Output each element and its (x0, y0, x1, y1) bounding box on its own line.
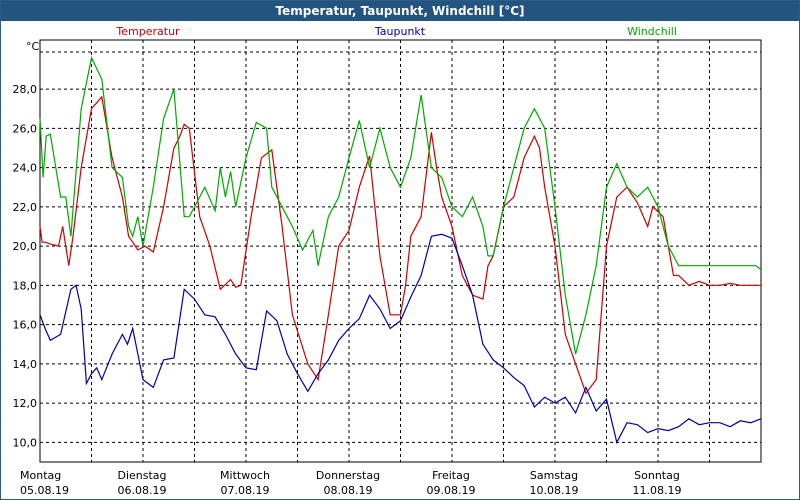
y-unit-label: °C (26, 40, 40, 53)
y-tick-label: 26,0 (13, 122, 38, 135)
y-tick-label: 10,0 (13, 436, 38, 449)
chart-title: Temperatur, Taupunkt, Windchill [°C] (1, 1, 799, 21)
x-tick-date: 05.08.19 (20, 484, 69, 497)
series-line-windchill (39, 55, 762, 355)
grid (40, 40, 761, 462)
series-line-temperatur (39, 95, 761, 395)
x-axis: Montag 05.08.19 Dienstag 06.08.19 Mittwoch 07… (20, 469, 681, 497)
y-tick-label: 16,0 (13, 319, 38, 332)
series-group (39, 55, 762, 445)
x-tick-date: 11.08.19 (633, 484, 682, 497)
y-tick-label: 20,0 (13, 240, 38, 253)
x-tick-day: Dienstag (117, 469, 166, 482)
x-tick-day: Samstag (530, 469, 578, 482)
legend-windchill: Windchill (627, 25, 677, 38)
x-tick-day: Freitag (432, 469, 470, 482)
x-tick-day: Mittwoch (220, 469, 270, 482)
x-tick-date: 06.08.19 (118, 484, 167, 497)
y-tick-label: 14,0 (13, 358, 38, 371)
legend-taupunkt: Taupunkt (374, 25, 426, 38)
x-tick-day: Donnerstag (316, 469, 380, 482)
y-tick-label: 22,0 (13, 201, 38, 214)
x-tick-date: 08.08.19 (324, 484, 373, 497)
y-tick-label: 24,0 (13, 162, 38, 175)
x-tick-date: 10.08.19 (530, 484, 579, 497)
x-tick-day: Sonntag (634, 469, 680, 482)
y-tick-label: 18,0 (13, 279, 38, 292)
x-tick-date: 09.08.19 (427, 484, 476, 497)
series-line-taupunkt (39, 233, 762, 445)
y-tick-label: 12,0 (13, 397, 38, 410)
y-tick-label: 28,0 (13, 83, 38, 96)
y-axis: 10,0 12,0 14,0 16,0 18,0 20,0 22,0 24,0 26,0 28,0 (13, 83, 38, 449)
x-tick-day: Montag (20, 469, 61, 482)
x-tick-date: 07.08.19 (221, 484, 270, 497)
legend-temperatur: Temperatur (115, 25, 180, 38)
